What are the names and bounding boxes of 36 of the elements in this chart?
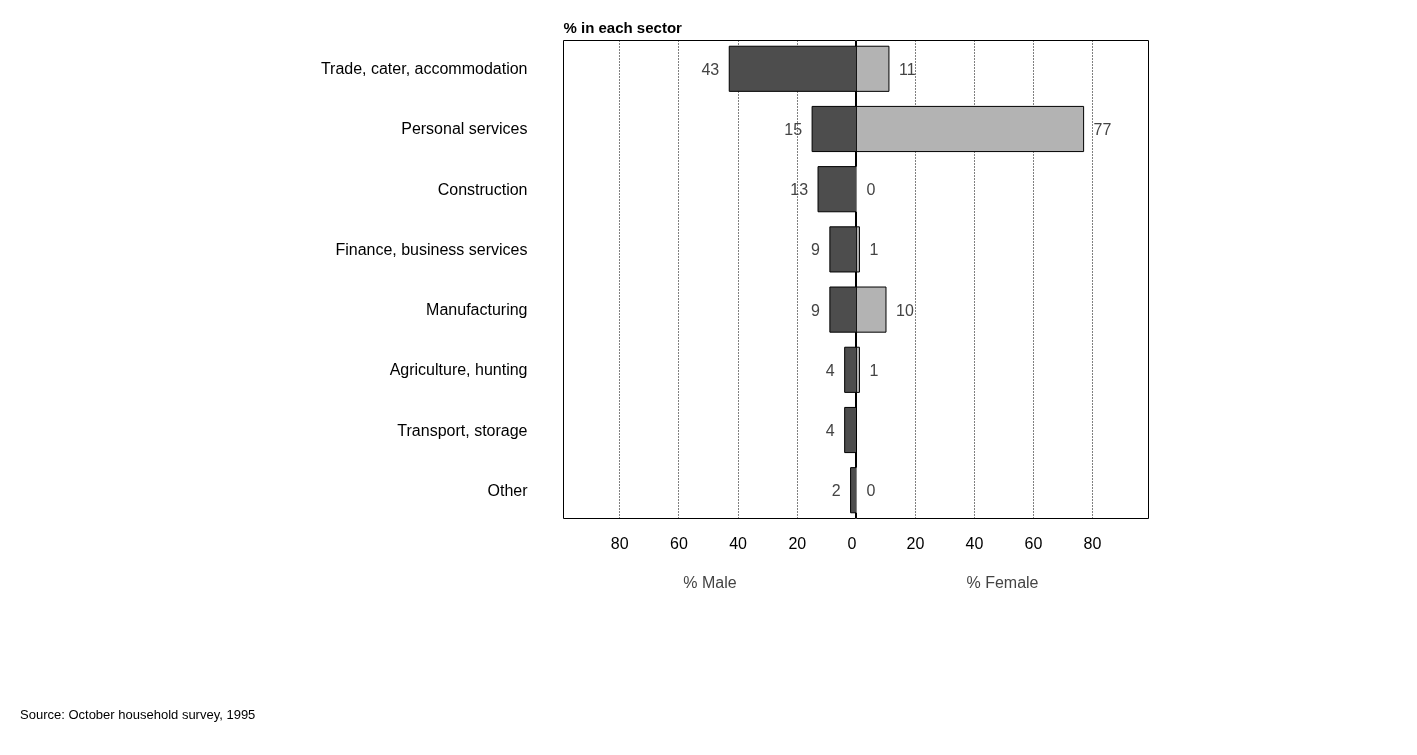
data-label: 0 bbox=[866, 181, 876, 199]
y-tick-label: Personal services bbox=[401, 120, 528, 138]
data-label: 43 bbox=[701, 60, 720, 78]
chart-title: % in each sector bbox=[563, 18, 683, 36]
y-tick-label: Agriculture, hunting bbox=[389, 361, 528, 379]
y-tick-label: Manufacturing bbox=[426, 301, 528, 319]
data-label: 2 bbox=[831, 482, 841, 500]
y-tick-label: Other bbox=[487, 481, 529, 499]
y-tick-label: Finance, business services bbox=[335, 240, 528, 258]
data-label: 11 bbox=[898, 60, 916, 78]
data-label: 0 bbox=[866, 482, 876, 500]
x-tick-label: 80 bbox=[1083, 534, 1102, 552]
data-label: 1 bbox=[869, 241, 879, 259]
x-tick-label: 60 bbox=[1024, 534, 1043, 552]
x-axis-title: % Male bbox=[683, 573, 737, 591]
y-tick-label: Transport, storage bbox=[397, 421, 528, 439]
data-label: 10 bbox=[895, 301, 914, 319]
x-tick-label: 40 bbox=[965, 534, 984, 552]
x-tick-label: 20 bbox=[906, 534, 925, 552]
x-tick-label: 40 bbox=[729, 534, 748, 552]
x-axis-title: % Female bbox=[966, 573, 1039, 591]
data-label: 4 bbox=[825, 361, 835, 379]
x-tick-label: 20 bbox=[788, 534, 807, 552]
data-label: 77 bbox=[1093, 121, 1112, 138]
data-label: 4 bbox=[825, 422, 835, 439]
data-label: 1 bbox=[869, 361, 879, 379]
y-tick-label: Construction bbox=[437, 180, 528, 198]
source-note: Source: October household survey, 1995 bbox=[20, 706, 256, 724]
data-label: 13 bbox=[790, 181, 809, 199]
data-label: 15 bbox=[784, 121, 803, 138]
y-tick-label: Trade, cater, accommodation bbox=[320, 60, 528, 78]
data-label: 9 bbox=[810, 301, 820, 319]
x-tick-label: 80 bbox=[610, 534, 629, 552]
data-label: 9 bbox=[810, 241, 820, 259]
x-tick-label: 60 bbox=[670, 534, 688, 552]
x-tick-label: 0 bbox=[847, 534, 857, 552]
